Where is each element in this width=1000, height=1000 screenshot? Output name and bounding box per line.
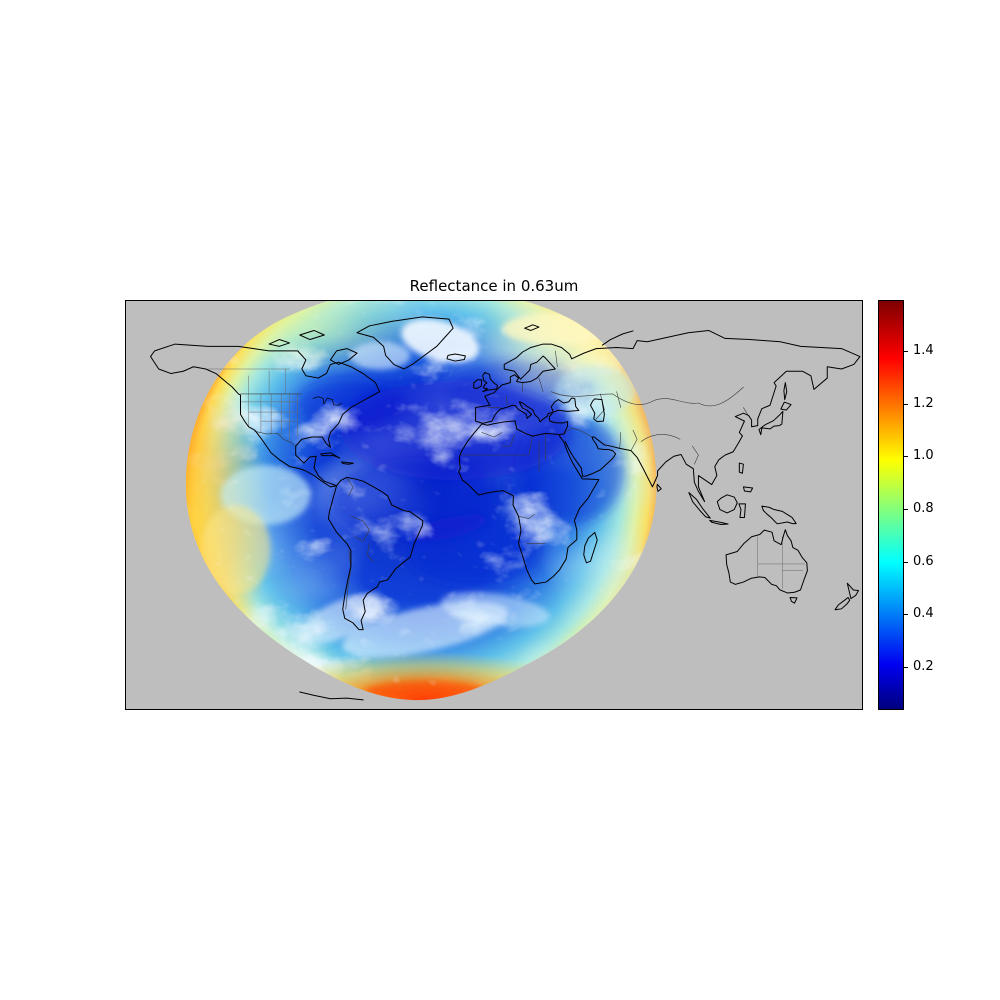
- country-borders: [240, 351, 747, 609]
- state-borders: [208, 369, 805, 589]
- colorbar-tick: [904, 351, 908, 352]
- colorbar: [878, 300, 904, 710]
- colorbar-tick: [904, 404, 908, 405]
- colorbar-tick: [904, 562, 908, 563]
- colorbar-tick-label: 0.6: [913, 553, 934, 569]
- world-map-svg: [126, 301, 862, 709]
- colorbar-tick-label: 0.4: [913, 605, 934, 621]
- map-plot: [125, 300, 863, 710]
- colorbar-ticks: 1.4 1.2 1.0 0.8 0.6 0.4 0.2: [904, 300, 974, 710]
- colorbar-tick: [904, 667, 908, 668]
- colorbar-tick: [904, 456, 908, 457]
- colorbar-gradient: [879, 301, 903, 709]
- colorbar-tick-label: 0.2: [913, 658, 934, 674]
- colorbar-tick: [904, 614, 908, 615]
- colorbar-tick: [904, 509, 908, 510]
- colorbar-tick-label: 1.4: [913, 342, 934, 358]
- colorbar-tick-label: 0.8: [913, 500, 934, 516]
- colorbar-tick-label: 1.0: [913, 447, 934, 463]
- coastlines: [151, 317, 860, 700]
- colorbar-tick-label: 1.2: [913, 395, 934, 411]
- figure-title: Reflectance in 0.63um: [409, 277, 579, 295]
